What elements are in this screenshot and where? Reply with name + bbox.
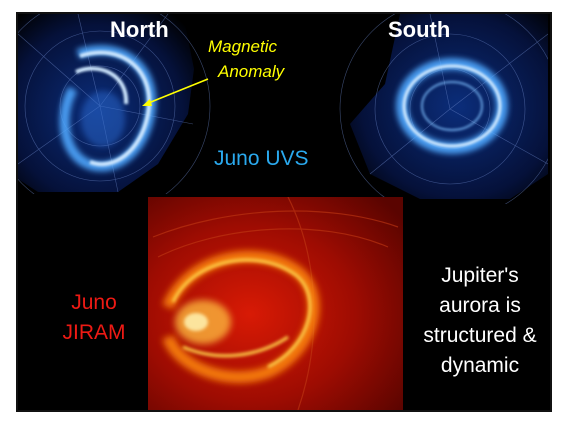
caption-line-1: Jupiter's	[441, 264, 519, 287]
jiram-infrared-image	[148, 197, 403, 410]
south-label: South	[388, 17, 451, 42]
south-aurora-image	[339, 14, 548, 204]
magnetic-anomaly-label: Magnetic Anomaly	[208, 34, 328, 84]
jiram-label-line-1: Juno	[71, 291, 117, 314]
north-aurora-image	[18, 14, 211, 194]
anomaly-arrow	[142, 78, 209, 106]
juno-jiram-label: Juno JIRAM	[34, 288, 154, 348]
juno-uvs-label: Juno UVS	[214, 147, 309, 170]
north-label: North	[110, 17, 169, 42]
caption-line-3: structured &	[423, 324, 537, 347]
anomaly-label-line-2: Anomaly	[218, 62, 285, 81]
caption-line-2: aurora is	[439, 294, 521, 317]
figure-frame: North South Magnetic Anomaly Juno UVS Ju…	[16, 12, 552, 412]
jiram-label-line-2: JIRAM	[62, 321, 126, 344]
caption-text: Jupiter's aurora is structured & dynamic	[400, 261, 550, 381]
anomaly-label-line-1: Magnetic	[208, 37, 277, 56]
caption-line-4: dynamic	[440, 354, 520, 377]
